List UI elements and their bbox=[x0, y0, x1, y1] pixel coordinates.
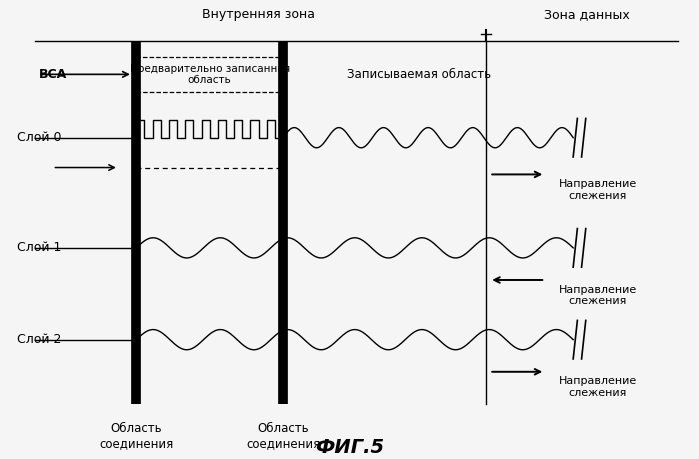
Text: Предварительно записанная
область: Предварительно записанная область bbox=[129, 64, 290, 85]
Text: Область
соединения: Область соединения bbox=[246, 422, 320, 450]
Text: Слой 1: Слой 1 bbox=[17, 241, 62, 254]
Text: Направление
слежения: Направление слежения bbox=[559, 179, 637, 201]
Text: Направление
слежения: Направление слежения bbox=[559, 376, 637, 398]
Text: Область
соединения: Область соединения bbox=[99, 422, 173, 450]
Text: ФИГ.5: ФИГ.5 bbox=[315, 438, 384, 457]
Text: Записываемая область: Записываемая область bbox=[347, 68, 491, 81]
Text: Внутренняя зона: Внутренняя зона bbox=[202, 8, 315, 21]
Text: Слой 0: Слой 0 bbox=[17, 131, 62, 144]
Text: BCA: BCA bbox=[38, 68, 66, 81]
Text: Слой 2: Слой 2 bbox=[17, 333, 62, 346]
Text: Зона данных: Зона данных bbox=[545, 8, 630, 21]
Text: Направление
слежения: Направление слежения bbox=[559, 285, 637, 306]
